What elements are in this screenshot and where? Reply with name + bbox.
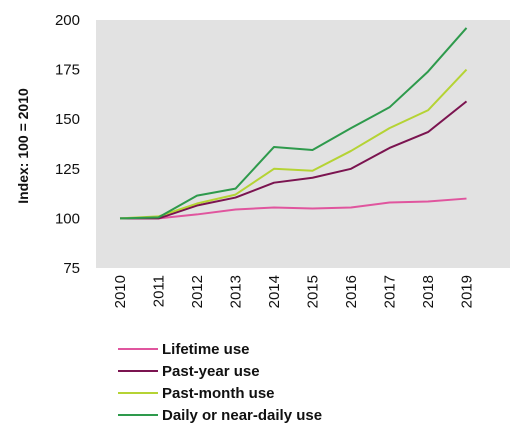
y-tick-label: 150 <box>55 111 80 128</box>
y-tick-label: 75 <box>63 260 80 277</box>
legend-item: Daily or near-daily use <box>118 404 322 426</box>
legend-swatch <box>118 392 158 394</box>
y-axis-ticks: 75 100 125 150 175 200 <box>55 12 80 277</box>
x-tick-label: 2012 <box>189 275 206 308</box>
legend-swatch <box>118 414 158 416</box>
x-tick-label: 2014 <box>266 275 283 308</box>
x-tick-label: 2018 <box>420 275 437 308</box>
legend-label: Past-year use <box>162 362 260 380</box>
plot-area <box>96 20 510 268</box>
y-tick-label: 175 <box>55 62 80 79</box>
x-tick-label: 2017 <box>382 275 399 308</box>
x-tick-label: 2015 <box>305 275 322 308</box>
legend-item: Lifetime use <box>118 338 322 360</box>
y-axis-label: Index: 100 = 2010 <box>15 88 31 204</box>
series-lines <box>119 27 468 220</box>
y-tick-label: 200 <box>55 12 80 29</box>
series-line-past-year-use <box>120 100 468 220</box>
legend-label: Past-month use <box>162 384 275 402</box>
x-axis-ticks: 2010 2011 2012 2013 2014 2015 2016 2017 2018 2019 <box>112 275 476 308</box>
series-line-daily-or-near-daily-use <box>119 27 468 220</box>
x-tick-label: 2011 <box>151 275 168 307</box>
legend-item: Past-month use <box>118 382 322 404</box>
y-tick-label: 100 <box>55 210 80 227</box>
legend: Lifetime use Past-year use Past-month use D… <box>118 338 322 426</box>
series-line-past-month-use <box>119 68 468 220</box>
x-tick-label: 2019 <box>459 275 476 308</box>
x-tick-label: 2010 <box>112 275 129 308</box>
legend-label: Lifetime use <box>162 340 250 358</box>
x-tick-label: 2013 <box>228 275 245 308</box>
x-tick-label: 2016 <box>343 275 360 308</box>
series-line-lifetime-use <box>120 197 467 220</box>
legend-label: Daily or near-daily use <box>162 406 323 424</box>
legend-item: Past-year use <box>118 360 322 382</box>
legend-swatch <box>118 370 158 372</box>
legend-swatch <box>118 348 158 350</box>
y-tick-label: 125 <box>55 161 80 178</box>
